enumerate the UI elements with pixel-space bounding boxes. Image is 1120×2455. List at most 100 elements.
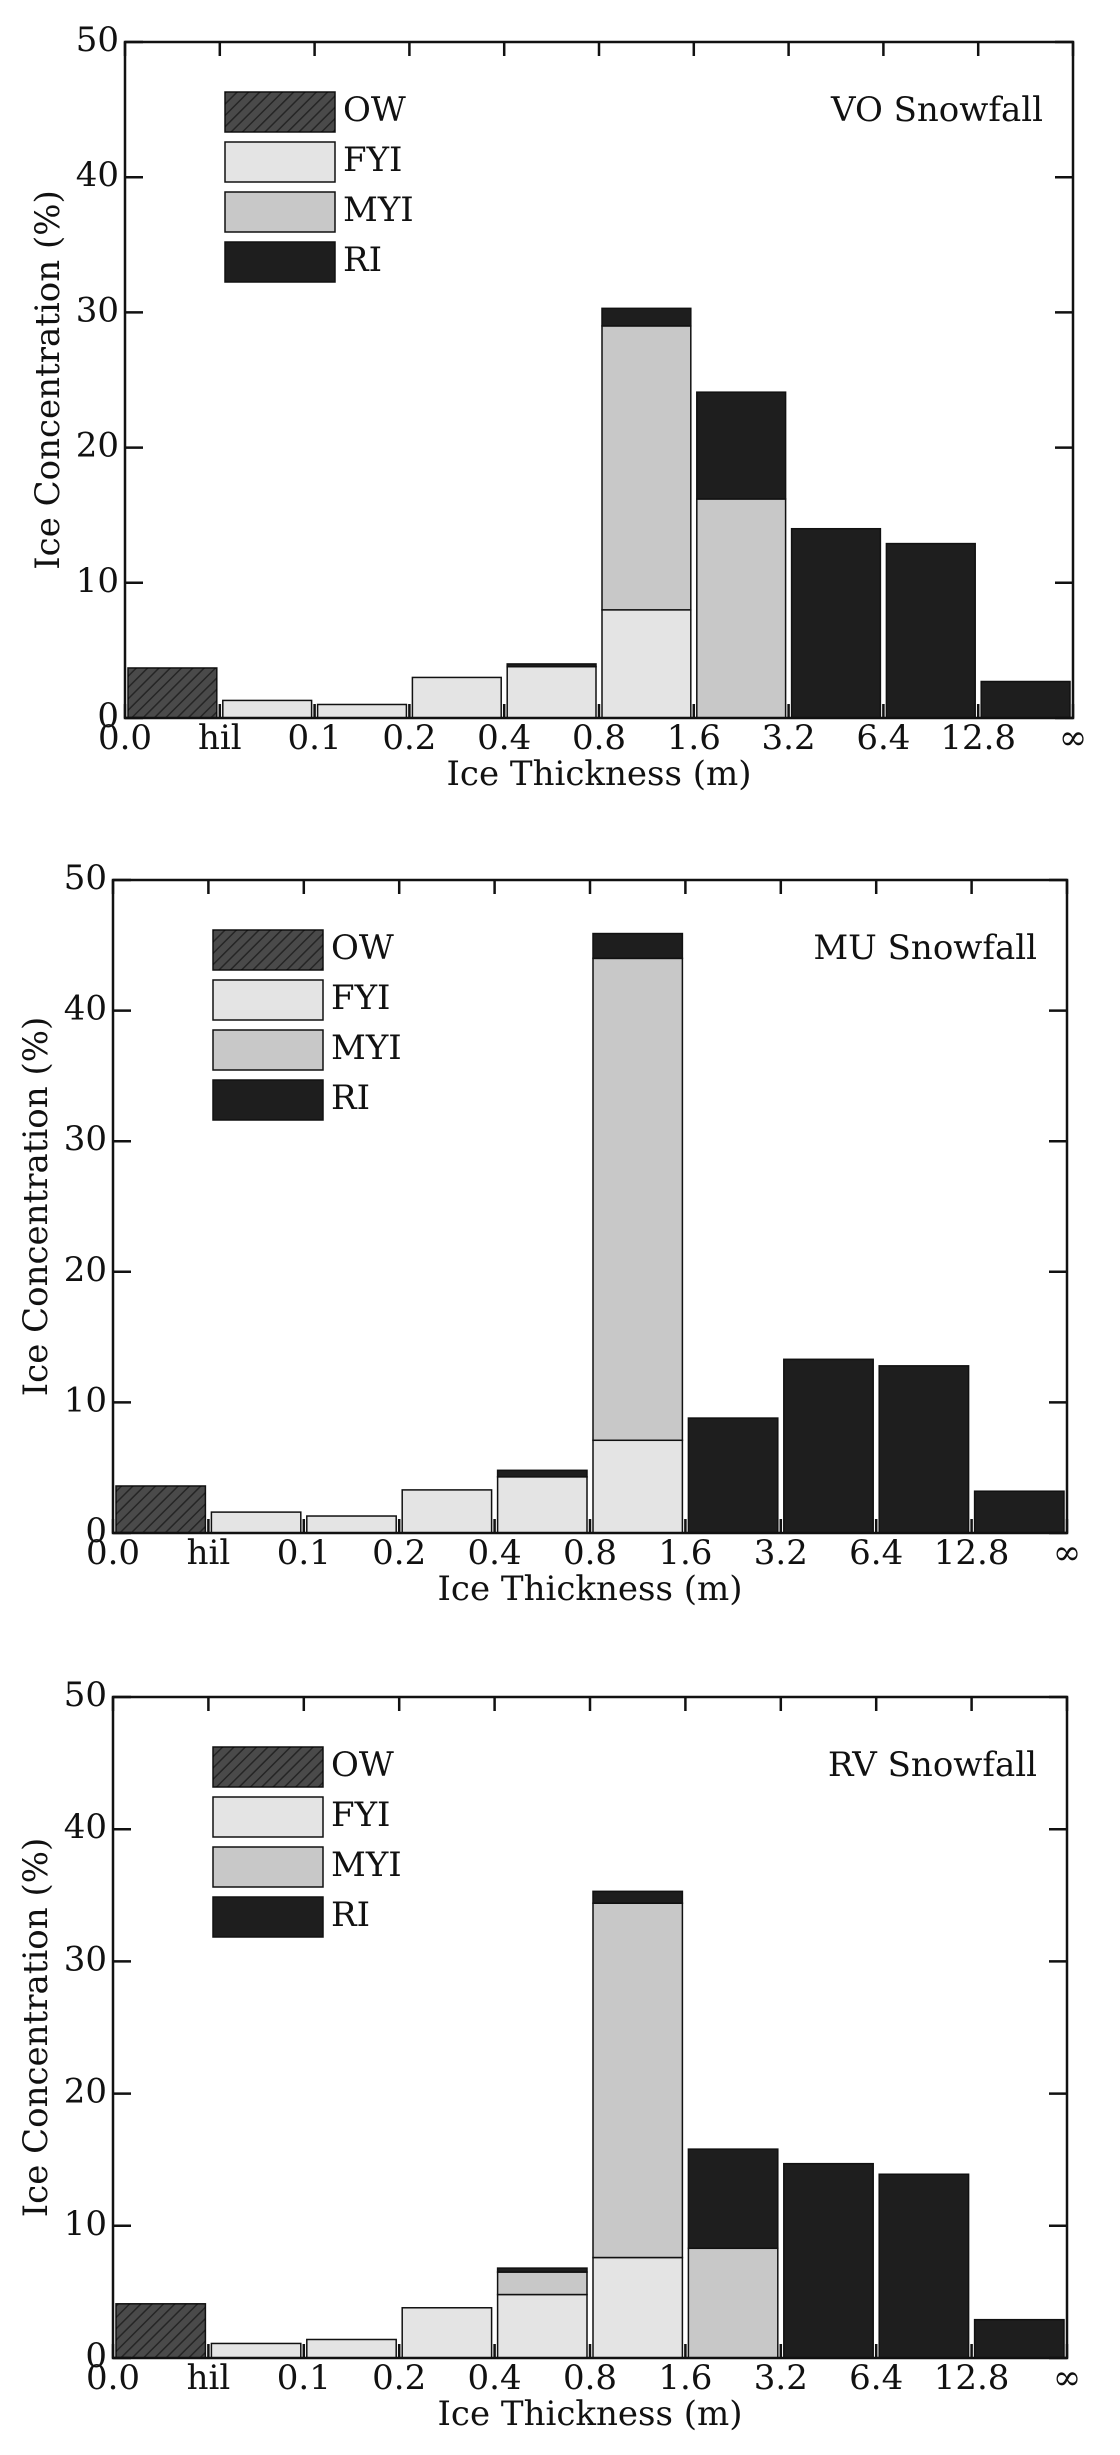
bar-segment — [790, 527, 882, 719]
x-tick-label: 0.1 — [277, 2358, 331, 2398]
x-tick-label: hil — [198, 718, 242, 758]
legend-label: MYI — [331, 1028, 402, 1068]
bar-hatch — [116, 2303, 206, 2358]
x-tick-label: 12.8 — [934, 1533, 1010, 1573]
x-tick-label: 12.8 — [934, 2358, 1010, 2398]
bar-segment — [980, 680, 1071, 719]
x-tick-label: 1.6 — [667, 718, 721, 758]
bar-segment — [592, 1890, 684, 1904]
x-tick-label: 1.6 — [658, 2358, 712, 2398]
x-tick-label: hil — [187, 2358, 231, 2398]
bar-segment — [973, 1490, 1065, 1534]
x-tick-label: 3.2 — [754, 2358, 808, 2398]
bar-segment — [306, 2338, 397, 2359]
bar-hatch — [116, 1485, 206, 1533]
x-tick-label: 0.4 — [477, 718, 531, 758]
legend-hatch — [213, 1747, 323, 1787]
legend-swatch — [224, 191, 336, 233]
legend-label: OW — [331, 1745, 394, 1785]
legend-label: RI — [331, 1078, 370, 1118]
legend-swatch — [212, 979, 324, 1021]
legend-swatch — [224, 141, 336, 183]
legend-hatch — [213, 930, 323, 970]
annotation: RV Snowfall — [828, 1745, 1037, 1785]
x-tick-label: 0.4 — [468, 1533, 522, 1573]
bar-segment — [506, 663, 597, 668]
y-tick-label: 40 — [76, 155, 119, 195]
bar-segment — [592, 1902, 684, 2259]
legend-label: OW — [331, 928, 394, 968]
y-tick-label: 50 — [64, 858, 107, 898]
y-tick-label: 30 — [64, 1119, 107, 1159]
bar-segment — [878, 2173, 970, 2359]
bar-segment — [496, 2271, 588, 2296]
legend-label: FYI — [343, 140, 402, 180]
x-tick-label: hil — [187, 1533, 231, 1573]
bar-segment — [401, 2307, 493, 2359]
legend-label: RI — [343, 240, 382, 280]
bar-segment — [592, 1439, 684, 1534]
x-axis-label: Ice Thickness (m) — [447, 754, 752, 794]
bar-segment — [306, 1515, 397, 1534]
bar-segment — [496, 2267, 588, 2273]
y-tick-label: 10 — [64, 1380, 107, 1420]
x-tick-label: ∞ — [1059, 718, 1087, 758]
legend-label: MYI — [343, 190, 414, 230]
y-tick-label: 0 — [97, 696, 119, 736]
y-tick-label: 30 — [76, 290, 119, 330]
x-tick-label: 0.8 — [572, 718, 626, 758]
x-tick-label: 6.4 — [849, 1533, 903, 1573]
legend-label: MYI — [331, 1845, 402, 1885]
legend-hatch — [225, 92, 335, 132]
y-tick-label: 20 — [76, 426, 119, 466]
bar-segment — [411, 676, 502, 719]
legend-label: FYI — [331, 1795, 390, 1835]
x-tick-label: 0.0 — [98, 718, 152, 758]
annotation: VO Snowfall — [830, 90, 1043, 130]
legend-swatch — [212, 1029, 324, 1071]
bar-hatch — [128, 667, 217, 718]
legend-label: RI — [331, 1895, 370, 1935]
bar-segment — [222, 699, 313, 719]
y-axis-label: Ice Concentration (%) — [28, 190, 68, 570]
x-tick-label: 3.2 — [762, 718, 816, 758]
legend-label: OW — [343, 90, 406, 130]
x-tick-label: ∞ — [1053, 1533, 1081, 1573]
x-tick-label: 0.2 — [372, 1533, 426, 1573]
x-tick-label: 0.2 — [372, 2358, 426, 2398]
legend-label: FYI — [331, 978, 390, 1018]
bar-segment — [783, 2162, 874, 2359]
bar-segment — [687, 2148, 779, 2250]
y-tick-label: 20 — [64, 1250, 107, 1290]
bar-segment — [401, 1489, 493, 1534]
x-tick-label: 0.8 — [563, 1533, 617, 1573]
bar-segment — [601, 307, 692, 327]
x-tick-label: 0.8 — [563, 2358, 617, 2398]
bar-segment — [210, 1511, 302, 1534]
y-tick-label: 0 — [85, 2336, 107, 2376]
x-axis-label: Ice Thickness (m) — [438, 1569, 743, 1609]
bar-segment — [601, 609, 692, 719]
bar-segment — [696, 498, 787, 719]
x-tick-label: 0.1 — [277, 1533, 331, 1573]
bar-segment — [496, 1469, 588, 1478]
bar-segment — [696, 391, 787, 500]
legend-swatch — [212, 1079, 324, 1121]
bar-segment — [973, 2318, 1065, 2359]
x-tick-label: 0.0 — [86, 2358, 140, 2398]
bar-segment — [506, 665, 597, 719]
legend-swatch — [224, 241, 336, 283]
y-tick-label: 30 — [64, 1939, 107, 1979]
legend-swatch — [212, 1896, 324, 1938]
y-tick-label: 0 — [85, 1511, 107, 1551]
x-tick-label: ∞ — [1053, 2358, 1081, 2398]
bar-segment — [601, 325, 692, 611]
y-tick-label: 40 — [64, 989, 107, 1029]
bar-segment — [878, 1365, 970, 1534]
x-tick-label: 1.6 — [658, 1533, 712, 1573]
x-tick-label: 0.4 — [468, 2358, 522, 2398]
bar-segment — [316, 703, 408, 719]
bar-segment — [687, 1417, 779, 1534]
legend-swatch — [212, 1796, 324, 1838]
bar-segment — [592, 957, 684, 1442]
